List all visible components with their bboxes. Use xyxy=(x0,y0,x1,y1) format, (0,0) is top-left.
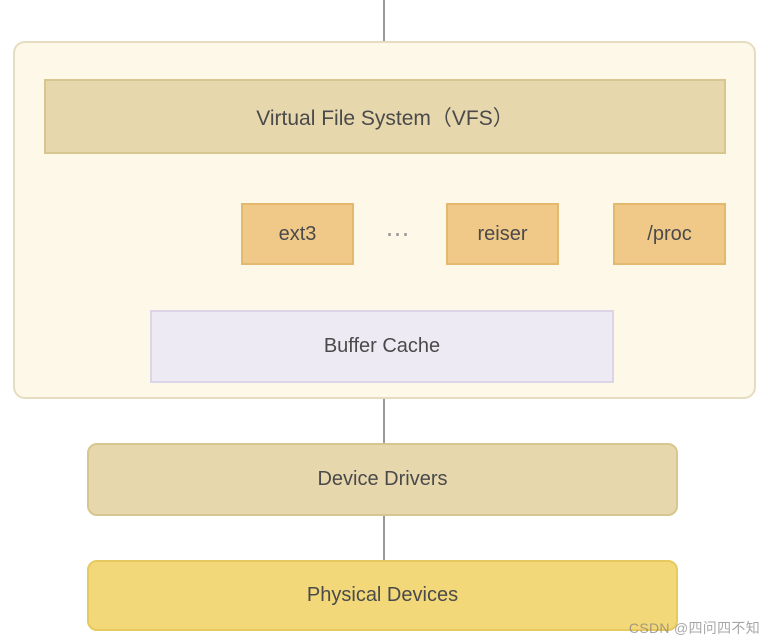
ellipsis-node: ⋯ xyxy=(379,203,419,265)
physical-devices-node: Physical Devices xyxy=(87,560,678,631)
reiser-label: reiser xyxy=(477,223,527,246)
reiser-node: reiser xyxy=(446,203,559,265)
device-drivers-node: Device Drivers xyxy=(87,443,678,516)
connector-top-in xyxy=(383,0,385,41)
device-drivers-label: Device Drivers xyxy=(317,468,447,491)
connector-cont-to-drv xyxy=(383,399,385,443)
proc-label: /proc xyxy=(647,223,691,246)
physical-devices-label: Physical Devices xyxy=(307,584,458,607)
vfs-label: Virtual File System（VFS） xyxy=(256,102,514,132)
ext3-node: ext3 xyxy=(241,203,354,265)
connector-drv-to-dev xyxy=(383,516,385,560)
buffer-cache-label: Buffer Cache xyxy=(324,335,440,358)
watermark-text: CSDN @四问四不知 xyxy=(629,618,760,638)
proc-node: /proc xyxy=(613,203,726,265)
ellipsis-label: ⋯ xyxy=(386,220,413,249)
vfs-node: Virtual File System（VFS） xyxy=(44,79,726,154)
buffer-cache-node: Buffer Cache xyxy=(150,310,614,383)
ext3-label: ext3 xyxy=(279,223,317,246)
